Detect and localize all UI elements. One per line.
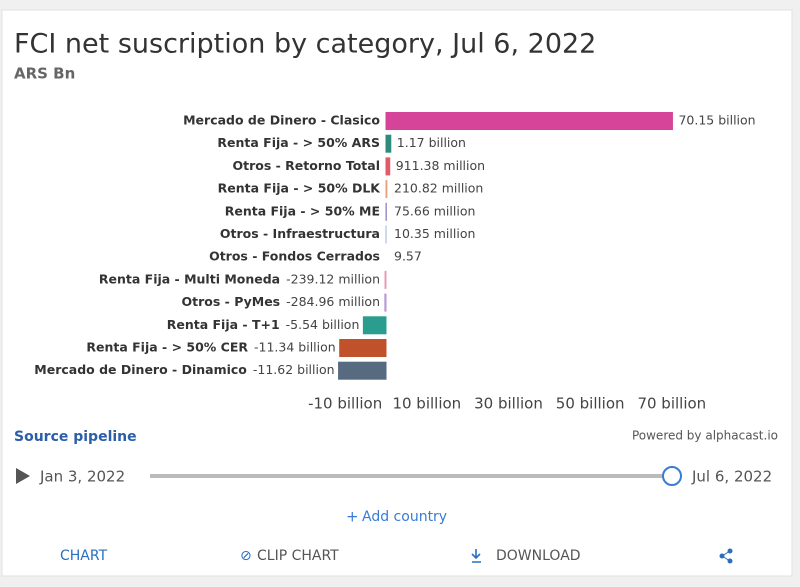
tab-clip[interactable]: CLIP CHART [257, 548, 339, 564]
chart-title: FCI net suscription by category, Jul 6, … [14, 29, 596, 60]
powered-by: Powered by alphacast.io [632, 429, 778, 443]
value-label: -239.12 million [286, 271, 380, 286]
value-label: 1.17 billion [397, 135, 466, 150]
category-label: Mercado de Dinero - Clasico [183, 113, 380, 128]
bar [386, 158, 390, 175]
bar [363, 317, 386, 334]
value-label: -11.34 billion [254, 340, 336, 355]
value-label: -5.54 billion [286, 317, 360, 332]
x-tick-label: 30 billion [474, 395, 543, 413]
tab-chart[interactable]: CHART [60, 548, 108, 564]
slider-knob[interactable] [663, 467, 681, 485]
bar [386, 181, 387, 198]
category-label: Renta Fija - > 50% ME [225, 203, 380, 218]
category-label: Renta Fija - T+1 [167, 317, 280, 332]
value-label: 75.66 million [394, 203, 475, 218]
category-label: Otros - PyMes [182, 294, 281, 309]
bar [385, 294, 386, 311]
category-label: Renta Fija - Multi Moneda [99, 271, 280, 286]
category-label: Mercado de Dinero - Dinamico [34, 362, 247, 377]
tab-download[interactable]: DOWNLOAD [496, 548, 581, 564]
add-country[interactable]: Add country [362, 509, 447, 525]
category-label: Renta Fija - > 50% CER [86, 340, 248, 355]
end-date: Jul 6, 2022 [691, 468, 772, 486]
source-link[interactable]: Source pipeline [14, 429, 137, 445]
bar [385, 271, 386, 288]
value-label: -284.96 million [286, 294, 380, 309]
add-country-icon[interactable]: + [346, 508, 359, 526]
category-label: Renta Fija - > 50% ARS [217, 135, 380, 150]
category-label: Renta Fija - > 50% DLK [218, 181, 382, 196]
bar [340, 340, 386, 357]
start-date: Jan 3, 2022 [39, 468, 125, 486]
bar [339, 362, 386, 379]
category-label: Otros - Fondos Cerrados [209, 249, 380, 264]
category-label: Otros - Infraestructura [220, 226, 380, 241]
x-tick-label: 70 billion [637, 395, 706, 413]
card [2, 10, 792, 576]
x-tick-label: 10 billion [392, 395, 461, 413]
value-label: 9.57 [394, 249, 422, 264]
bar [386, 135, 391, 152]
value-label: 210.82 million [394, 181, 483, 196]
bar [386, 113, 672, 130]
value-label: 70.15 billion [678, 113, 755, 128]
x-tick-label: 50 billion [556, 395, 625, 413]
value-label: -11.62 billion [253, 362, 335, 377]
x-tick-label: -10 billion [308, 395, 382, 413]
value-label: 911.38 million [396, 158, 485, 173]
chart-subtitle: ARS Bn [14, 65, 75, 83]
tab-clip-icon[interactable]: ⊘ [240, 548, 252, 564]
category-label: Otros - Retorno Total [232, 158, 380, 173]
value-label: 10.35 million [394, 226, 475, 241]
